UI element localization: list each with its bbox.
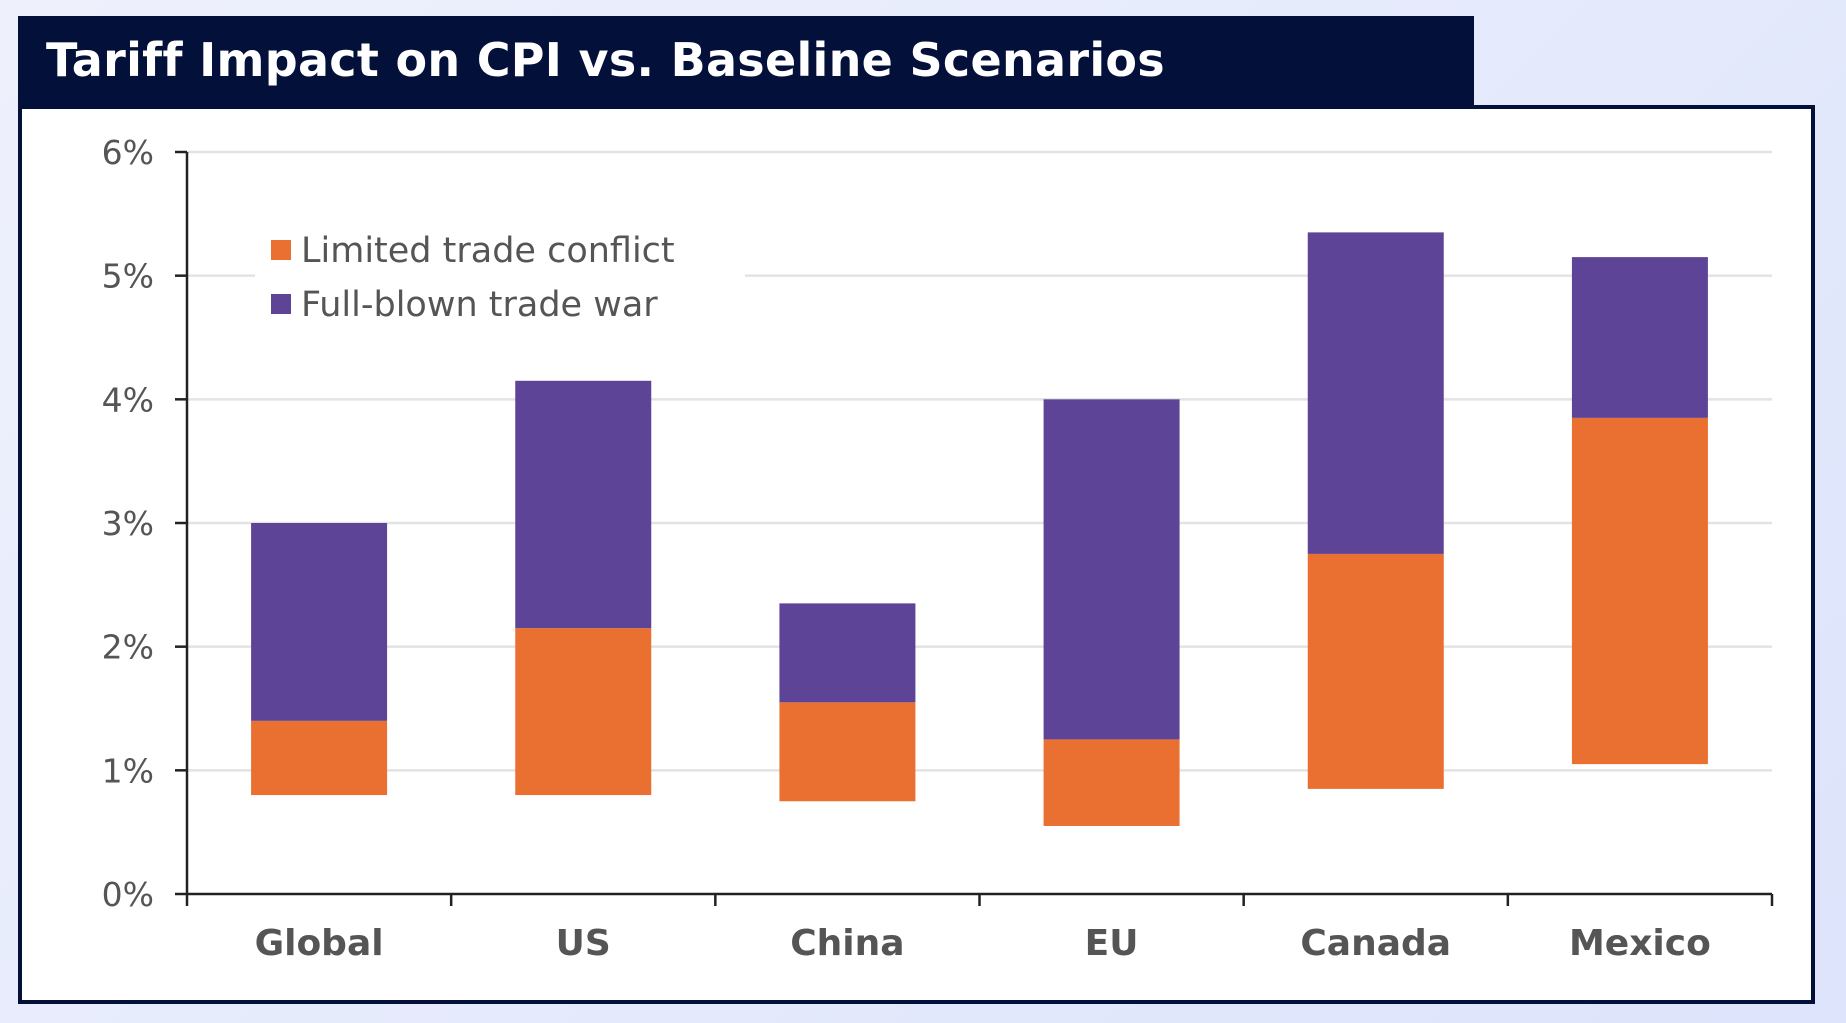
bar-limited-us <box>515 628 652 796</box>
x-category-label: Canada <box>1300 923 1451 964</box>
x-category-label: EU <box>1085 923 1139 964</box>
y-tick-label: 1% <box>102 751 154 790</box>
y-tick-label: 2% <box>102 628 154 667</box>
legend-background <box>255 226 745 336</box>
y-tick-label: 3% <box>102 504 154 543</box>
bar-limited-canada <box>1307 553 1444 789</box>
bar-limited-china <box>779 702 916 802</box>
bar-limited-eu <box>1043 739 1180 826</box>
legend-swatch <box>271 240 291 260</box>
x-category-label: Global <box>255 923 384 964</box>
bar-fullblown-global <box>251 523 388 721</box>
bar-fullblown-us <box>515 380 652 629</box>
y-tick-label: 5% <box>102 257 154 296</box>
bar-fullblown-china <box>779 603 916 703</box>
x-category-label: US <box>556 923 611 964</box>
legend-label: Limited trade conflict <box>301 231 675 271</box>
x-category-label: Mexico <box>1569 923 1711 964</box>
chart-title: Tariff Impact on CPI vs. Baseline Scenar… <box>46 33 1165 87</box>
legend-label: Full-blown trade war <box>301 285 658 325</box>
x-category-label: China <box>790 923 904 964</box>
bar-fullblown-mexico <box>1571 257 1708 418</box>
bar-limited-global <box>251 720 388 796</box>
bar-limited-mexico <box>1571 417 1708 765</box>
bar-fullblown-eu <box>1043 399 1180 740</box>
title-bar: Tariff Impact on CPI vs. Baseline Scenar… <box>18 16 1474 105</box>
y-tick-label: 0% <box>102 875 154 914</box>
legend-swatch <box>271 294 291 314</box>
bar-fullblown-canada <box>1307 232 1444 554</box>
y-tick-label: 6% <box>102 133 154 172</box>
y-tick-label: 4% <box>102 380 154 419</box>
